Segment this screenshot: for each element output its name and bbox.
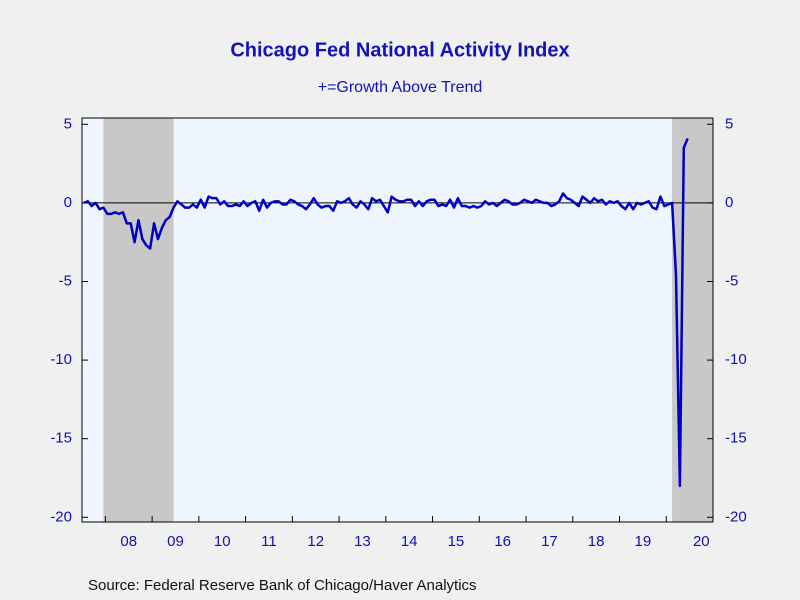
x-tick-label: 09 [167, 533, 184, 550]
x-tick-label: 20 [693, 533, 710, 550]
y-tick-label: 0 [64, 194, 72, 211]
data-line [83, 137, 689, 488]
x-tick-label: 14 [401, 533, 418, 550]
chart-subtitle: +=Growth Above Trend [318, 79, 483, 96]
x-tick-label: 08 [120, 533, 137, 550]
plot-background [82, 118, 713, 522]
y2-tick-label: -5 [725, 272, 738, 289]
x-tick-label: 13 [354, 533, 371, 550]
source: Source: Federal Reserve Bank of Chicago/… [88, 577, 477, 594]
y-tick-label: -5 [59, 272, 72, 289]
chart-title: Chicago Fed National Activity Index [230, 39, 569, 61]
recession-shade [103, 118, 174, 522]
x-tick-label: 18 [588, 533, 605, 550]
y2-tick-label: 5 [725, 115, 733, 132]
y2-tick-label: -15 [725, 430, 747, 447]
plot-border [81, 117, 714, 523]
y-tick-label: 5 [64, 115, 72, 132]
y-tick-label: -10 [50, 351, 72, 368]
x-tick-label: 17 [541, 533, 558, 550]
y-tick-label: -15 [50, 430, 72, 447]
y2-tick-label: 0 [725, 194, 733, 211]
x-tick-label: 12 [307, 533, 324, 550]
x-tick-label: 11 [261, 533, 277, 550]
x-tick-label: 15 [448, 533, 465, 550]
y-tick-label: -20 [50, 508, 72, 525]
y2-tick-label: -20 [725, 508, 747, 525]
x-tick-label: 10 [214, 533, 231, 550]
x-tick-label: 19 [635, 533, 652, 550]
y2-tick-label: -10 [725, 351, 747, 368]
x-tick-label: 16 [494, 533, 511, 550]
